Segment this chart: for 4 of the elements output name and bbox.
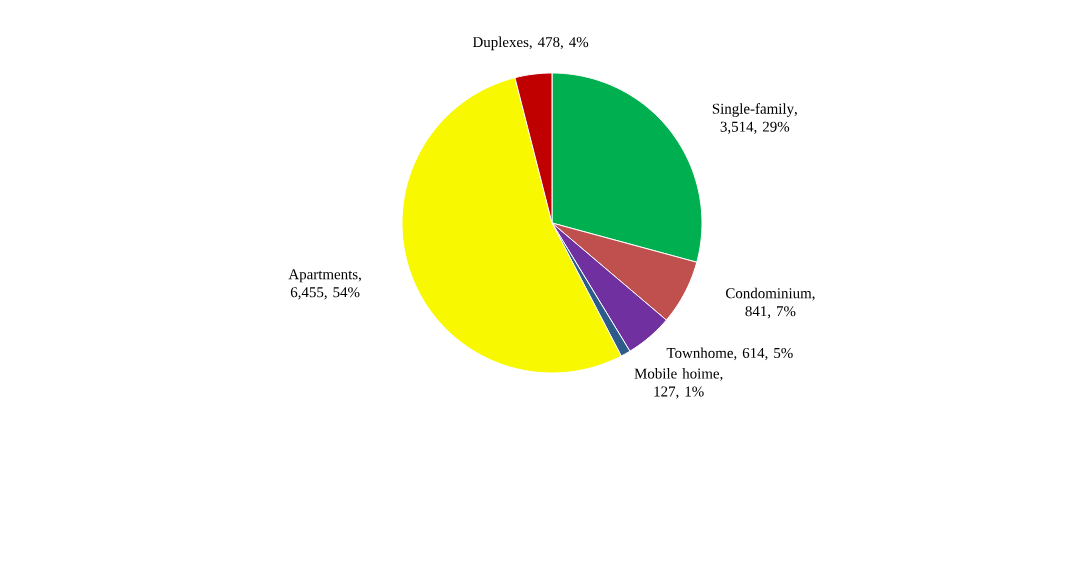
data-label: , 478, 4% [529, 37, 589, 50]
slice-label: Townhome [666, 347, 733, 359]
data-label: , 614, 5% [734, 347, 793, 361]
slice-label: Duplexes [472, 36, 529, 51]
